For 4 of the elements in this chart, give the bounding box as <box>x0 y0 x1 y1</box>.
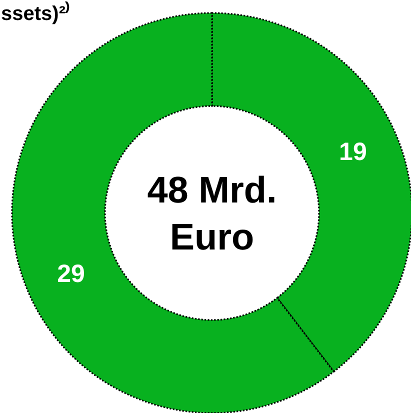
text: 48 Mrd. Euro <box>147 170 277 258</box>
data-label: 29 <box>57 260 85 288</box>
chart-title: ssets)²⁾ <box>1 1 70 25</box>
data-label: 19 <box>339 138 367 166</box>
